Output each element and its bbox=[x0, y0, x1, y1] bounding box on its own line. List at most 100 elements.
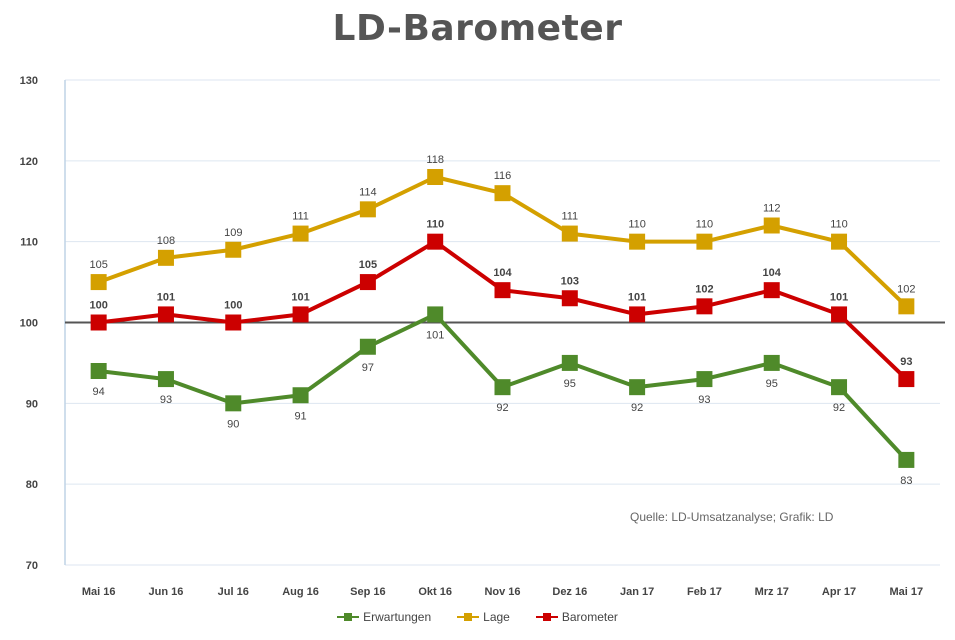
data-label-barometer: 104 bbox=[493, 267, 512, 279]
source-note: Quelle: LD-Umsatzanalyse; Grafik: LD bbox=[630, 510, 834, 524]
data-label-erwartungen: 91 bbox=[294, 410, 306, 422]
data-label-barometer: 105 bbox=[359, 259, 377, 271]
data-point-barometer bbox=[696, 298, 713, 315]
data-label-barometer: 101 bbox=[157, 291, 175, 303]
data-point-barometer bbox=[427, 233, 444, 250]
data-label-lage: 102 bbox=[897, 283, 915, 295]
data-label-barometer: 104 bbox=[763, 267, 782, 279]
x-tick-label: Jan 17 bbox=[620, 586, 654, 598]
data-point-lage bbox=[157, 249, 174, 266]
data-label-erwartungen: 90 bbox=[227, 418, 239, 430]
data-label-lage: 118 bbox=[426, 154, 444, 166]
data-point-barometer bbox=[763, 282, 780, 299]
data-point-barometer bbox=[629, 306, 646, 323]
data-label-erwartungen: 97 bbox=[362, 362, 374, 374]
chart-title: LD-Barometer bbox=[332, 8, 623, 49]
data-label-erwartungen: 93 bbox=[160, 394, 172, 406]
data-label-barometer: 102 bbox=[695, 283, 713, 295]
data-label-erwartungen: 101 bbox=[426, 329, 444, 341]
data-label-barometer: 100 bbox=[224, 300, 242, 312]
x-tick-label: Jun 16 bbox=[149, 586, 184, 598]
data-label-lage: 105 bbox=[89, 259, 107, 271]
x-tick-label: Apr 17 bbox=[822, 586, 856, 598]
x-tick-label: Nov 16 bbox=[484, 586, 520, 598]
x-tick-label: Jul 16 bbox=[218, 586, 249, 598]
series-line-barometer bbox=[98, 239, 908, 381]
data-point-erwartungen bbox=[561, 354, 578, 371]
data-label-barometer: 103 bbox=[561, 275, 579, 287]
x-tick-label: Mrz 17 bbox=[755, 586, 789, 598]
data-point-erwartungen bbox=[763, 354, 780, 371]
data-label-lage: 110 bbox=[830, 219, 848, 231]
y-tick-label: 80 bbox=[26, 479, 38, 491]
data-point-lage bbox=[763, 217, 780, 234]
data-point-erwartungen bbox=[898, 451, 915, 468]
data-label-erwartungen: 94 bbox=[93, 386, 105, 398]
legend-swatch bbox=[457, 612, 480, 622]
data-label-erwartungen: 83 bbox=[900, 475, 912, 487]
legend-swatch bbox=[535, 612, 558, 622]
chart-legend: Erwartungen Lage Barometer bbox=[0, 610, 955, 624]
legend-label: Lage bbox=[483, 610, 510, 624]
data-label-lage: 111 bbox=[292, 211, 309, 223]
data-point-lage bbox=[561, 225, 578, 242]
legend-item-lage: Lage bbox=[457, 610, 510, 624]
data-label-erwartungen: 95 bbox=[766, 378, 778, 390]
data-point-erwartungen bbox=[494, 379, 511, 396]
data-label-erwartungen: 92 bbox=[833, 402, 845, 414]
data-point-barometer bbox=[157, 306, 174, 323]
data-point-barometer bbox=[292, 306, 309, 323]
y-tick-label: 110 bbox=[20, 237, 38, 249]
data-point-barometer bbox=[225, 314, 242, 331]
data-label-barometer: 100 bbox=[89, 300, 107, 312]
data-point-lage bbox=[225, 241, 242, 258]
data-point-erwartungen bbox=[292, 387, 309, 404]
data-point-lage bbox=[831, 233, 848, 250]
data-point-barometer bbox=[90, 314, 107, 331]
data-label-lage: 110 bbox=[628, 219, 646, 231]
data-label-lage: 114 bbox=[359, 186, 377, 198]
data-label-lage: 110 bbox=[696, 219, 714, 231]
y-tick-label: 100 bbox=[20, 318, 38, 330]
data-point-lage bbox=[427, 169, 444, 185]
data-label-lage: 111 bbox=[561, 211, 578, 223]
legend-label: Erwartungen bbox=[363, 610, 432, 624]
x-tick-label: Mai 17 bbox=[890, 586, 924, 598]
data-point-barometer bbox=[561, 290, 578, 307]
x-tick-label: Aug 16 bbox=[282, 586, 319, 598]
data-point-erwartungen bbox=[696, 371, 713, 388]
data-point-lage bbox=[90, 274, 107, 291]
data-point-barometer bbox=[831, 306, 848, 323]
legend-swatch bbox=[337, 612, 360, 622]
data-point-lage bbox=[629, 233, 646, 250]
data-label-lage: 112 bbox=[763, 203, 781, 215]
data-point-erwartungen bbox=[225, 395, 242, 412]
data-label-barometer: 101 bbox=[291, 291, 309, 303]
legend-item-barometer: Barometer bbox=[535, 610, 618, 624]
data-label-lage: 116 bbox=[494, 170, 512, 182]
x-tick-label: Feb 17 bbox=[687, 586, 722, 598]
data-label-erwartungen: 93 bbox=[698, 394, 710, 406]
data-point-barometer bbox=[494, 282, 511, 299]
data-label-barometer: 110 bbox=[426, 219, 444, 231]
data-label-lage: 109 bbox=[224, 227, 242, 239]
data-point-erwartungen bbox=[157, 371, 174, 388]
y-tick-label: 90 bbox=[26, 398, 38, 410]
data-label-erwartungen: 92 bbox=[631, 402, 643, 414]
data-point-lage bbox=[494, 185, 511, 202]
data-point-barometer bbox=[898, 371, 915, 388]
legend-item-erwartungen: Erwartungen bbox=[337, 610, 431, 624]
y-tick-label: 130 bbox=[20, 75, 38, 87]
y-tick-label: 70 bbox=[26, 560, 38, 572]
data-point-erwartungen bbox=[90, 363, 107, 379]
data-label-barometer: 101 bbox=[628, 291, 646, 303]
x-tick-label: Okt 16 bbox=[418, 586, 452, 598]
data-point-lage bbox=[292, 225, 309, 242]
x-tick-label: Sep 16 bbox=[350, 586, 385, 598]
data-point-erwartungen bbox=[359, 338, 376, 355]
data-label-lage: 108 bbox=[157, 235, 175, 247]
data-label-erwartungen: 95 bbox=[564, 378, 576, 390]
data-label-erwartungen: 92 bbox=[496, 402, 508, 414]
data-label-barometer: 93 bbox=[900, 356, 912, 368]
